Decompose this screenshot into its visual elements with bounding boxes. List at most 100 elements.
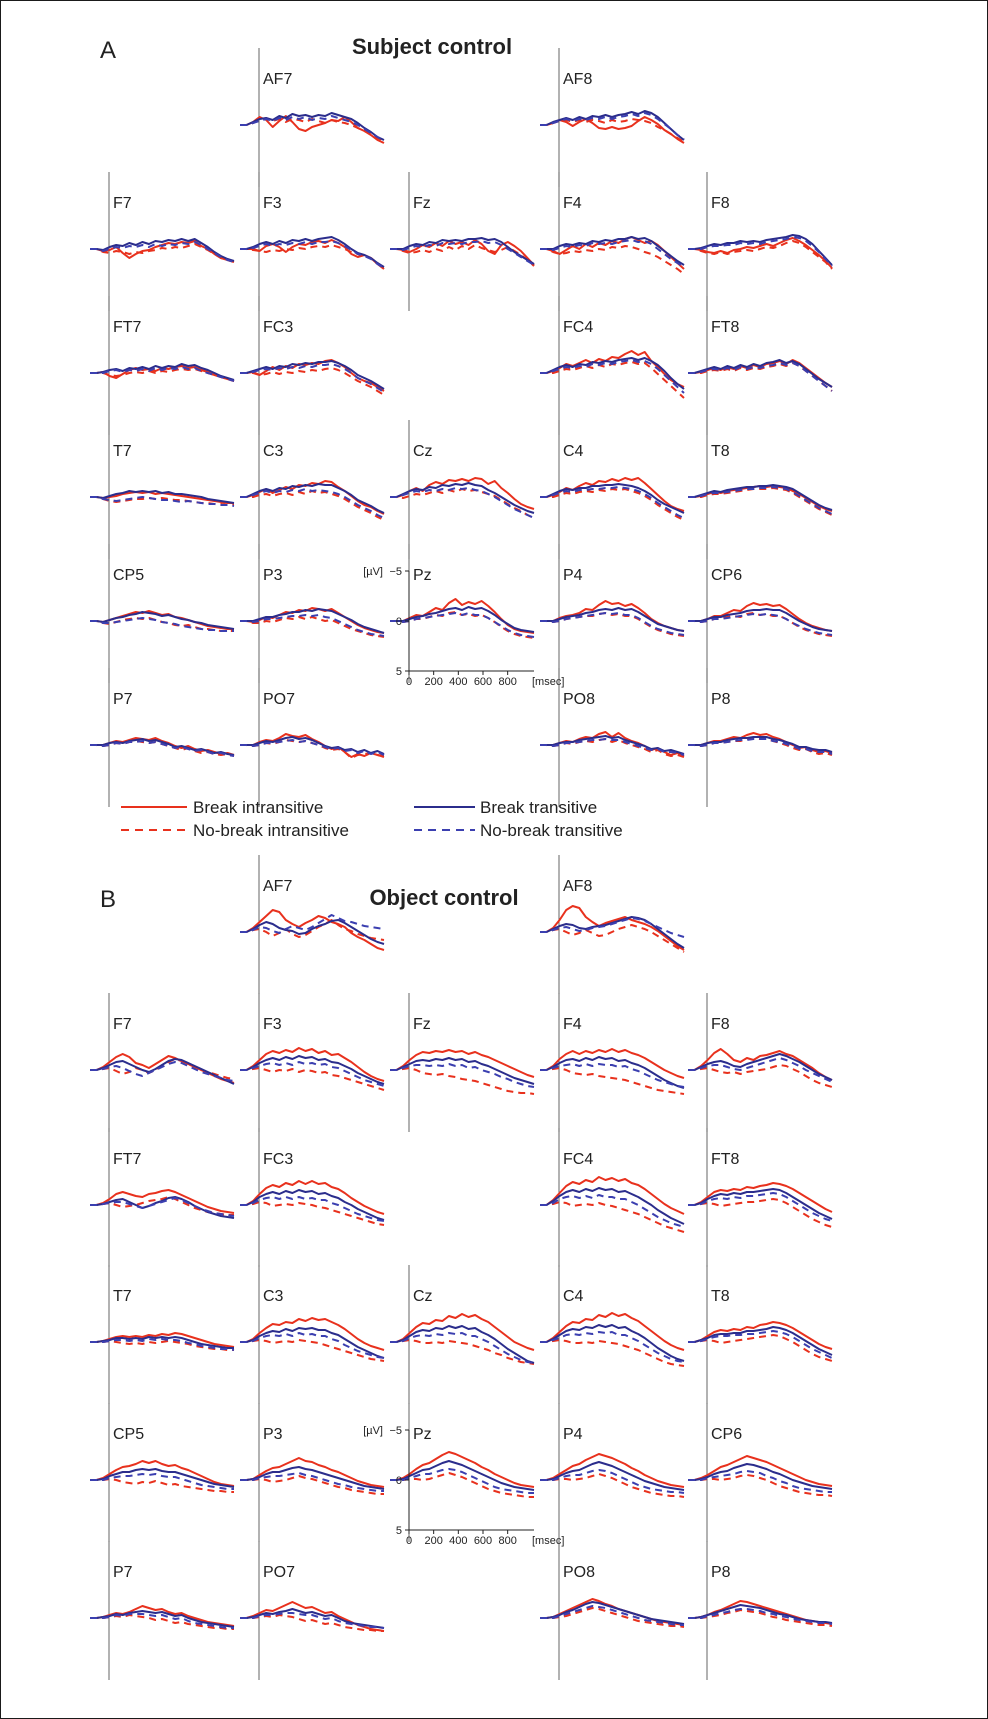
erp-trace-no-break-intransitive [688,240,833,270]
legend-label-no-break-intransitive: No-break intransitive [193,821,349,840]
erp-trace-no-break-intransitive [688,1474,833,1497]
channel-label: T7 [113,443,132,460]
channel-label: FT7 [113,319,142,336]
erp-trace-no-break-transitive [240,614,385,637]
channel-label: Fz [413,195,431,212]
erp-trace-no-break-transitive [390,1332,535,1364]
erp-trace-no-break-transitive [688,1608,833,1625]
erp-trace-break-intransitive [540,600,685,632]
channel-plot-b-f3: F3 [240,993,385,1132]
erp-trace-break-transitive [540,1056,685,1089]
channel-plot-a-ft7: FT7 [90,296,235,435]
channel-label: AF7 [263,71,292,88]
erp-trace-break-transitive [90,611,235,630]
channel-plot-a-ft8: FT8 [688,296,833,435]
erp-trace-break-transitive [90,1058,235,1085]
channel-label: F8 [711,195,730,212]
erp-trace-break-transitive [240,236,385,268]
erp-trace-no-break-transitive [90,366,235,382]
erp-trace-no-break-intransitive [688,1334,833,1362]
channel-label: P8 [711,1564,731,1581]
erp-trace-no-break-transitive [240,240,385,269]
channel-plot-a-c4: C4 [540,420,685,559]
channel-label: AF8 [563,71,592,88]
panel-a-letter: A [100,37,116,64]
y-tick-label: 5 [396,1525,402,1537]
erp-trace-no-break-intransitive [390,1472,534,1498]
erp-trace-no-break-transitive [90,1473,234,1490]
erp-trace-no-break-transitive [688,486,833,515]
erp-trace-no-break-transitive [688,1057,833,1083]
channel-plot-a-f8: F8 [688,172,833,311]
y-tick-label: 0 [396,616,402,628]
channel-label: PO8 [563,1564,595,1581]
erp-trace-break-intransitive [540,1048,685,1079]
x-tick-label: 200 [424,1535,442,1547]
erp-trace-break-transitive [540,1187,685,1225]
channel-plot-a-p7: P7 [90,668,235,807]
erp-trace-no-break-transitive [540,1605,684,1626]
erp-trace-no-break-transitive [240,1196,385,1222]
channel-plot-b-fc4: FC4 [540,1128,685,1267]
channel-plot-b-fz: Fz [390,993,535,1132]
erp-trace-no-break-transitive [390,1063,535,1088]
erp-trace-no-break-transitive [90,740,235,757]
erp-trace-break-transitive [688,1326,833,1356]
channel-plot-a-pz: Pz [390,544,535,683]
y-tick-label: 5 [396,666,402,678]
erp-trace-no-break-transitive [390,1468,534,1494]
channel-plot-b-t8: T8 [688,1265,833,1404]
channel-label: FT8 [711,319,740,336]
erp-trace-break-intransitive [90,1053,235,1084]
erp-trace-no-break-transitive [90,1197,235,1217]
channel-label: PO7 [263,1564,295,1581]
channel-plot-b-po8: PO8 [540,1541,685,1680]
channel-label: FC4 [563,319,593,336]
erp-trace-no-break-transitive [90,617,234,632]
erp-trace-no-break-transitive [240,1332,385,1359]
channel-label: CP5 [113,567,144,584]
erp-trace-no-break-transitive [90,1613,234,1629]
erp-trace-break-transitive [540,483,685,514]
channel-label: P7 [113,691,133,708]
y-tick-label: −5 [389,566,402,578]
erp-trace-no-break-transitive [240,1061,385,1087]
channel-plot-b-ft8: FT8 [688,1128,833,1267]
channel-plot-b-pz: Pz [390,1403,535,1542]
channel-plot-b-fc3: FC3 [240,1128,385,1267]
erp-trace-break-transitive [540,357,685,390]
legend: Break intransitive No-break intransitive… [121,798,623,840]
channel-plot-a-cz: Cz [390,420,535,559]
erp-trace-no-break-transitive [688,1470,832,1493]
erp-trace-break-transitive [540,607,685,632]
erp-trace-break-intransitive [540,731,685,757]
erp-trace-no-break-transitive [540,1331,685,1363]
channel-label: C4 [563,443,584,460]
channel-plot-b-f4: F4 [540,993,685,1132]
erp-trace-no-break-intransitive [240,1201,385,1226]
x-tick-label: 400 [449,676,467,688]
channel-plot-b-cp6: CP6 [688,1403,833,1542]
erp-trace-no-break-transitive [540,612,685,636]
panel-a-title: Subject control [352,34,512,59]
channel-label: CP6 [711,1426,742,1443]
erp-trace-break-transitive [240,360,385,390]
channel-plot-a-fc3: FC3 [240,296,385,435]
legend-label-break-transitive: Break transitive [480,798,597,817]
legend-label-break-intransitive: Break intransitive [193,798,323,817]
erp-trace-break-transitive [390,1325,535,1364]
erp-trace-break-transitive [240,112,385,141]
erp-trace-break-transitive [688,736,833,753]
erp-trace-no-break-transitive [90,1061,235,1082]
erp-trace-no-break-intransitive [240,1614,384,1632]
erp-trace-no-break-intransitive [540,245,685,275]
erp-trace-no-break-intransitive [90,1478,234,1493]
channel-plot-b-p8: P8 [688,1541,833,1680]
channel-label: Fz [413,1016,431,1033]
erp-trace-break-transitive [390,1460,535,1491]
channel-plot-a-t8: T8 [688,420,833,559]
erp-trace-no-break-intransitive [240,1339,385,1362]
channel-plot-b-c3: C3 [240,1265,385,1404]
erp-trace-break-intransitive [540,1453,685,1488]
